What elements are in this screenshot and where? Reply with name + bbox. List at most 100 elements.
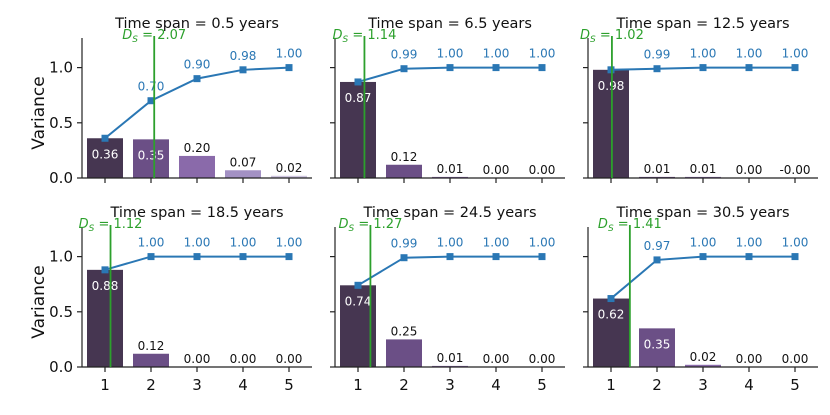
ds-label: DS = 1.14 bbox=[333, 28, 397, 45]
y-axis-label: Variance bbox=[29, 265, 49, 338]
panel-4: Time span = 18.5 years 0.0 0.5 1.0 1 2 3 4 5 Vari… bbox=[29, 205, 312, 394]
x-tick-label: 5 bbox=[537, 376, 547, 394]
x-tick-label: 3 bbox=[445, 376, 455, 394]
bar-value-label: -0.00 bbox=[779, 163, 810, 177]
bar-value-label: 0.00 bbox=[230, 352, 257, 366]
bar-value-label: 0.01 bbox=[437, 162, 464, 176]
bar bbox=[179, 155, 215, 178]
ds-equals: = bbox=[348, 28, 367, 43]
x-tick-label: 5 bbox=[284, 376, 294, 394]
ds-subscript: S bbox=[349, 224, 355, 234]
ds-equals: = bbox=[354, 217, 373, 232]
cumulative-point bbox=[607, 66, 615, 74]
cumulative-point bbox=[745, 253, 753, 261]
bar-value-label: 0.02 bbox=[276, 161, 303, 175]
ds-value: 1.41 bbox=[633, 217, 662, 232]
cumulative-label: 1.00 bbox=[184, 236, 211, 250]
bar-value-label: 0.00 bbox=[782, 352, 809, 366]
ds-label: DS = 1.12 bbox=[79, 217, 143, 234]
cumulative-label: 1.00 bbox=[437, 236, 464, 250]
ds-equals: = bbox=[94, 217, 113, 232]
x-tick-label: 5 bbox=[790, 376, 800, 394]
y-tick-label: 0.5 bbox=[49, 303, 73, 321]
ds-label: DS = 1.41 bbox=[598, 217, 662, 234]
ds-subscript: S bbox=[132, 35, 138, 45]
ds-symbol: D bbox=[333, 28, 343, 43]
bar bbox=[133, 139, 169, 178]
cumulative-point bbox=[653, 256, 661, 264]
cumulative-label: 1.00 bbox=[230, 236, 257, 250]
ds-equals: = bbox=[596, 28, 615, 43]
ds-symbol: D bbox=[338, 217, 348, 232]
panel-title: Time span = 6.5 years bbox=[367, 16, 532, 32]
cumulative-label: 1.00 bbox=[690, 47, 717, 61]
cumulative-label: 0.70 bbox=[138, 80, 165, 94]
cumulative-point bbox=[354, 78, 362, 86]
panel-title: Time span = 24.5 years bbox=[362, 205, 536, 221]
cumulative-point bbox=[492, 64, 500, 72]
bar-value-label: 0.00 bbox=[736, 352, 763, 366]
ds-label: DS = 1.27 bbox=[338, 217, 402, 234]
ds-symbol: D bbox=[580, 28, 590, 43]
bar bbox=[386, 164, 422, 178]
bar-value-label: 0.35 bbox=[138, 148, 165, 162]
bar-value-label: 0.00 bbox=[184, 352, 211, 366]
cumulative-point bbox=[193, 75, 201, 83]
bar bbox=[225, 170, 261, 178]
bar bbox=[133, 353, 169, 367]
x-tick-label: 4 bbox=[238, 376, 248, 394]
ds-symbol: D bbox=[79, 217, 89, 232]
y-tick-label: 1.0 bbox=[49, 59, 73, 77]
ds-value: 1.14 bbox=[367, 28, 396, 43]
ds-subscript: S bbox=[590, 35, 596, 45]
cumulative-label: 1.00 bbox=[483, 236, 510, 250]
bar-value-label: 0.00 bbox=[736, 163, 763, 177]
cumulative-label: 0.97 bbox=[644, 239, 671, 253]
cumulative-label: 1.00 bbox=[782, 47, 809, 61]
bar-value-label: 0.62 bbox=[598, 308, 625, 322]
cumulative-point bbox=[400, 254, 408, 262]
cumulative-point bbox=[653, 65, 661, 73]
ds-subscript: S bbox=[89, 224, 95, 234]
cumulative-point bbox=[193, 253, 201, 261]
bar-value-label: 0.12 bbox=[391, 150, 418, 164]
bar bbox=[386, 339, 422, 367]
cumulative-point bbox=[239, 253, 247, 261]
y-axis-label: Variance bbox=[29, 76, 49, 149]
x-tick-label: 2 bbox=[652, 376, 662, 394]
bar bbox=[87, 138, 123, 178]
cumulative-point bbox=[745, 64, 753, 72]
bar-value-label: 0.12 bbox=[138, 339, 165, 353]
cumulative-label: 0.99 bbox=[391, 237, 418, 251]
cumulative-point bbox=[101, 266, 109, 274]
bar-value-label: 0.07 bbox=[230, 155, 257, 169]
bar-value-label: 0.01 bbox=[644, 162, 671, 176]
cumulative-point bbox=[492, 253, 500, 261]
x-tick-label: 1 bbox=[353, 376, 363, 394]
ds-label: DS = 1.02 bbox=[580, 28, 644, 45]
x-tick-label: 2 bbox=[146, 376, 156, 394]
cumulative-point bbox=[354, 281, 362, 289]
cumulative-label: 0.98 bbox=[230, 49, 257, 63]
cumulative-point bbox=[699, 64, 707, 72]
ds-symbol: D bbox=[122, 28, 132, 43]
ds-label: DS = 2.07 bbox=[122, 28, 186, 45]
cumulative-line bbox=[357, 255, 542, 287]
cumulative-point bbox=[699, 253, 707, 261]
panel-5: Time span = 24.5 years 1 2 3 4 5 0.99 1.00 1.00 1… bbox=[330, 205, 565, 394]
panel-title: Time span = 18.5 years bbox=[109, 205, 283, 221]
ds-value: 1.12 bbox=[113, 217, 142, 232]
ds-subscript: S bbox=[608, 224, 614, 234]
bar bbox=[685, 364, 721, 367]
ds-equals: = bbox=[138, 28, 157, 43]
cumulative-label: 1.00 bbox=[437, 47, 464, 61]
panel-2: Time span = 6.5 years 0.99 1.00 1.00 1.00 0.8… bbox=[330, 16, 565, 183]
cumulative-label: 1.00 bbox=[736, 47, 763, 61]
x-tick-label: 4 bbox=[491, 376, 501, 394]
y-tick-label: 1.0 bbox=[49, 248, 73, 266]
bar bbox=[593, 298, 629, 367]
bar bbox=[340, 81, 376, 178]
y-tick-label: 0.0 bbox=[49, 169, 73, 187]
cumulative-label: 1.00 bbox=[529, 236, 556, 250]
